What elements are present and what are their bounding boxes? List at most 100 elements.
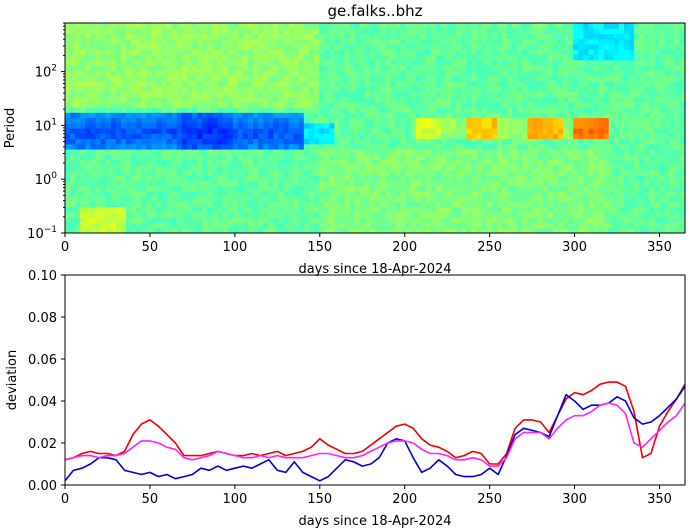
heatmap-cell <box>674 65 681 71</box>
heatmap-cell <box>110 217 117 224</box>
heatmap-cell <box>278 96 285 103</box>
heatmap-cell <box>278 91 285 98</box>
heatmap-cell <box>624 159 630 166</box>
heatmap-cell <box>542 101 549 108</box>
heatmap-cell <box>156 196 163 203</box>
heatmap-cell <box>85 196 92 203</box>
heatmap-cell <box>227 91 234 98</box>
heatmap-cell <box>522 227 529 233</box>
heatmap-cell <box>105 33 112 40</box>
heatmap-cell <box>324 227 330 233</box>
heatmap-cell <box>461 59 468 66</box>
heatmap-cell <box>339 59 346 66</box>
heatmap-cell <box>375 38 381 45</box>
heatmap-cell <box>608 80 615 87</box>
heatmap-cell <box>80 44 86 50</box>
heatmap-cell <box>207 28 213 35</box>
heatmap-cell <box>618 49 625 56</box>
heatmap-cell <box>197 196 203 203</box>
heatmap-cell <box>293 196 300 203</box>
heatmap-cell <box>583 175 590 182</box>
heatmap-cell <box>552 196 559 203</box>
heatmap-cell <box>441 59 447 66</box>
heatmap-cell <box>527 128 534 134</box>
heatmap-cell <box>100 138 107 145</box>
heatmap-cell <box>120 23 127 29</box>
heatmap-cell <box>110 175 117 182</box>
heatmap-cell <box>80 23 86 29</box>
heatmap-cell <box>263 80 269 87</box>
heatmap-cell <box>451 170 457 176</box>
heatmap-cell <box>339 227 346 233</box>
heatmap-cell <box>608 159 615 166</box>
heatmap-cell <box>380 138 386 145</box>
heatmap-cell <box>385 38 391 45</box>
heatmap-cell <box>364 23 371 29</box>
heatmap-cell <box>629 112 635 119</box>
heatmap-cell <box>644 96 651 103</box>
heatmap-cell <box>557 191 564 197</box>
heatmap-cell <box>70 86 76 92</box>
heatmap-cell <box>451 86 457 92</box>
heatmap-cell <box>563 159 569 166</box>
heatmap-cell <box>212 44 219 50</box>
heatmap-cell <box>181 227 188 233</box>
heatmap-cell <box>222 128 229 134</box>
heatmap-cell <box>679 59 685 66</box>
heatmap-cell <box>354 143 361 150</box>
heatmap-cell <box>90 44 97 50</box>
heatmap-cell <box>395 122 402 129</box>
heatmap-cell <box>141 28 147 35</box>
heatmap-cell <box>496 201 503 208</box>
heatmap-cell <box>654 117 661 124</box>
heatmap-cell <box>563 206 569 213</box>
heatmap-cell <box>568 80 574 87</box>
heatmap-cell <box>410 143 417 150</box>
heatmap-cell <box>359 185 366 192</box>
heatmap-cell <box>227 212 234 218</box>
heatmap-cell <box>288 96 295 103</box>
heatmap-cell <box>517 96 523 103</box>
heatmap-cell <box>547 107 554 113</box>
heatmap-cell <box>486 117 493 124</box>
heatmap-cell <box>527 38 534 45</box>
heatmap-cell <box>568 191 574 197</box>
heatmap-cell <box>120 227 127 233</box>
heatmap-cell <box>603 54 610 61</box>
heatmap-cell <box>466 222 473 229</box>
heatmap-cell <box>446 143 452 150</box>
heatmap-cell <box>278 28 285 35</box>
heatmap-cell <box>303 133 310 140</box>
heatmap-cell <box>156 227 163 233</box>
heatmap-cell <box>649 128 656 134</box>
heatmap-cell <box>410 33 417 40</box>
heatmap-cell <box>131 28 137 35</box>
heatmap-cell <box>420 23 427 29</box>
heatmap-cell <box>227 38 234 45</box>
heatmap-cell <box>496 185 503 192</box>
heatmap-cell <box>430 212 437 218</box>
heatmap-cell <box>532 75 539 82</box>
heatmap-cell <box>314 91 320 98</box>
heatmap-cell <box>115 23 122 29</box>
heatmap-cell <box>659 201 666 208</box>
heatmap-cell <box>593 59 600 66</box>
heatmap-cell <box>222 49 229 56</box>
heatmap-cell <box>65 91 71 98</box>
heatmap-cell <box>552 54 559 61</box>
heatmap-cell <box>339 86 346 92</box>
heatmap-cell <box>618 138 625 145</box>
heatmap-cell <box>395 180 402 187</box>
heatmap-cell <box>329 154 335 161</box>
heatmap-cell <box>186 101 193 108</box>
heatmap-cell <box>273 138 280 145</box>
heatmap-cell <box>527 227 534 233</box>
heatmap-cell <box>410 185 417 192</box>
heatmap-cell <box>537 128 544 134</box>
heatmap-cell <box>502 170 508 176</box>
heatmap-cell <box>537 75 544 82</box>
heatmap-cell <box>176 227 183 233</box>
heatmap-cell <box>166 44 173 50</box>
heatmap-cell <box>344 75 351 82</box>
